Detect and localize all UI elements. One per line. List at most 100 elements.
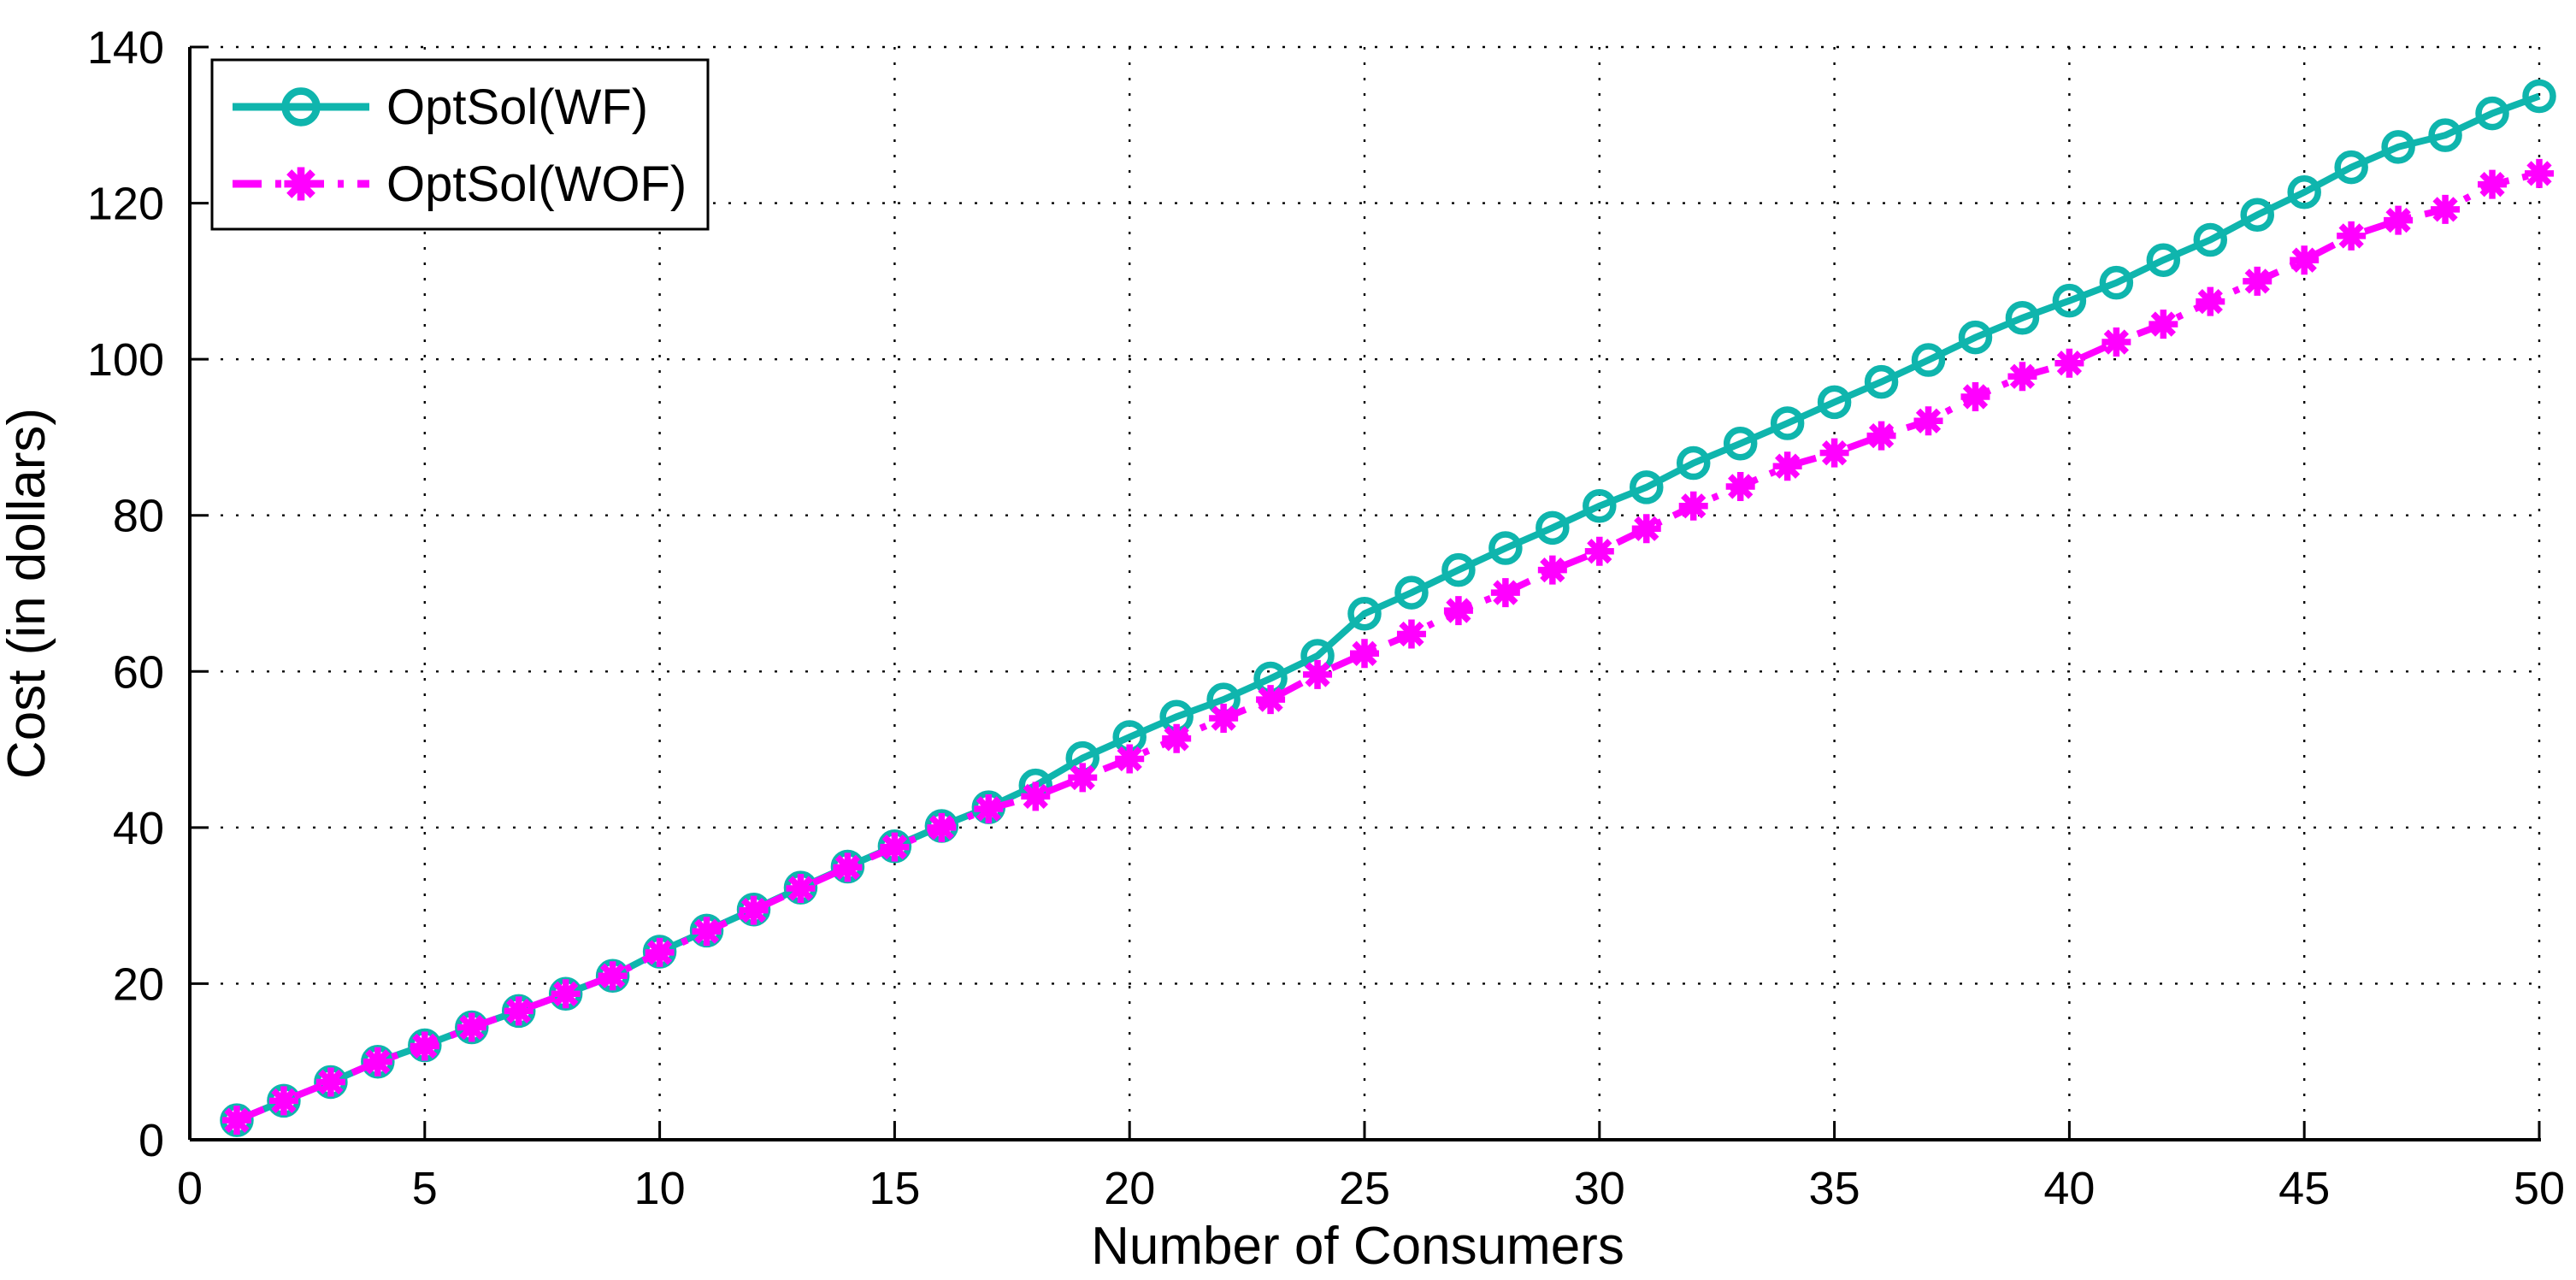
legend-entry-wof-label: OptSol(WOF) — [386, 156, 687, 212]
marker-asterisk — [315, 1067, 345, 1097]
x-axis-label: Number of Consumers — [1091, 1217, 1624, 1276]
marker-asterisk — [880, 832, 910, 862]
x-tick-label: 35 — [1809, 1163, 1860, 1214]
y-tick-label: 0 — [139, 1115, 164, 1166]
legend-box — [210, 58, 710, 231]
marker-asterisk — [1725, 471, 1755, 501]
x-tick-label: 0 — [177, 1163, 203, 1214]
marker-asterisk — [1209, 704, 1239, 734]
marker-asterisk — [739, 895, 769, 925]
plot-area: 0 5 10 15 20 25 30 35 40 45 50 0 20 40 60 80 100 120 140 — [87, 22, 2565, 1214]
marker-circle — [1723, 426, 1758, 461]
marker-circle — [1536, 510, 1570, 546]
x-tick-label: 40 — [2043, 1163, 2095, 1214]
marker-asterisk — [2101, 327, 2131, 357]
marker-asterisk — [221, 1106, 251, 1135]
marker-asterisk — [1068, 763, 1098, 793]
marker-circle — [2240, 198, 2274, 233]
y-tick-label: 120 — [87, 179, 164, 230]
marker-circle — [2381, 130, 2415, 164]
marker-asterisk — [927, 812, 957, 842]
marker-asterisk — [1490, 578, 1520, 608]
marker-asterisk — [1021, 782, 1051, 811]
x-tick-label: 25 — [1339, 1163, 1390, 1214]
x-tick-label: 5 — [412, 1163, 438, 1214]
marker-circle — [2475, 96, 2509, 131]
marker-asterisk — [645, 937, 675, 967]
y-tick-label: 140 — [87, 22, 164, 74]
marker-asterisk — [1303, 659, 1333, 689]
marker-asterisk — [2525, 158, 2554, 188]
marker-asterisk — [2478, 169, 2508, 199]
y-tick-label: 60 — [113, 646, 164, 698]
marker-circle — [2099, 265, 2134, 300]
series-line-optsol-wf — [235, 92, 2541, 1124]
marker-asterisk — [692, 917, 722, 947]
marker-asterisk — [2007, 362, 2037, 392]
x-tick-label: 10 — [634, 1163, 686, 1214]
y-tick-label: 80 — [113, 491, 164, 542]
x-tick-label: 50 — [2514, 1163, 2565, 1214]
marker-circle — [1864, 364, 1899, 399]
marker-circle — [1441, 552, 1476, 587]
marker-asterisk — [2243, 266, 2272, 296]
legend: OptSol(WF) OptSol(WOF) — [210, 58, 710, 231]
marker-asterisk — [598, 961, 628, 991]
marker-asterisk — [1443, 596, 1473, 626]
marker-circle — [2005, 301, 2040, 335]
marker-circle — [281, 87, 321, 127]
y-tick-label: 20 — [113, 959, 164, 1010]
y-tick-label: 100 — [87, 334, 164, 386]
series-optsol-wf — [220, 79, 2556, 1137]
marker-circle — [1394, 575, 1429, 610]
marker-circle — [1488, 531, 1523, 565]
marker-asterisk — [2196, 286, 2225, 316]
marker-asterisk — [2149, 310, 2178, 339]
marker-asterisk — [1866, 421, 1896, 451]
marker-asterisk — [1772, 451, 1802, 481]
marker-circle — [1583, 489, 1617, 523]
series-optsol-wof — [221, 158, 2554, 1135]
legend-samples — [233, 87, 369, 201]
marker-asterisk — [1537, 555, 1567, 585]
marker-circle — [1676, 445, 1711, 481]
marker-asterisk — [786, 874, 816, 904]
y-axis-label: Cost (in dollars) — [0, 408, 56, 779]
marker-circle — [2287, 175, 2321, 209]
marker-asterisk — [1256, 685, 1286, 715]
marker-asterisk — [284, 167, 318, 201]
marker-asterisk — [551, 979, 581, 1009]
marker-asterisk — [1115, 744, 1145, 774]
marker-asterisk — [1678, 491, 1708, 521]
marker-asterisk — [410, 1031, 439, 1061]
marker-circle — [2522, 79, 2556, 114]
marker-asterisk — [1960, 381, 1990, 411]
marker-asterisk — [2290, 245, 2320, 275]
x-tick-label: 45 — [2278, 1163, 2330, 1214]
marker-asterisk — [2384, 205, 2414, 235]
marker-asterisk — [1631, 514, 1661, 544]
x-tick-label: 30 — [1574, 1163, 1625, 1214]
marker-circle — [2146, 243, 2181, 277]
legend-entry-wf-label: OptSol(WF) — [386, 80, 648, 135]
marker-asterisk — [2337, 221, 2367, 251]
marker-circle — [1770, 406, 1805, 440]
marker-asterisk — [1584, 536, 1614, 566]
marker-asterisk — [1350, 639, 1379, 669]
marker-circle — [2428, 118, 2462, 152]
marker-circle — [2052, 283, 2087, 318]
marker-circle — [1958, 320, 1993, 355]
marker-asterisk — [1162, 723, 1192, 753]
marker-asterisk — [2431, 194, 2461, 224]
marker-circle — [2193, 222, 2228, 257]
marker-asterisk — [363, 1047, 392, 1076]
marker-asterisk — [268, 1086, 298, 1116]
marker-asterisk — [974, 793, 1004, 823]
marker-asterisk — [504, 996, 533, 1026]
marker-asterisk — [1819, 438, 1849, 468]
marker-asterisk — [1396, 619, 1426, 649]
marker-asterisk — [457, 1012, 486, 1042]
marker-circle — [1817, 385, 1852, 420]
